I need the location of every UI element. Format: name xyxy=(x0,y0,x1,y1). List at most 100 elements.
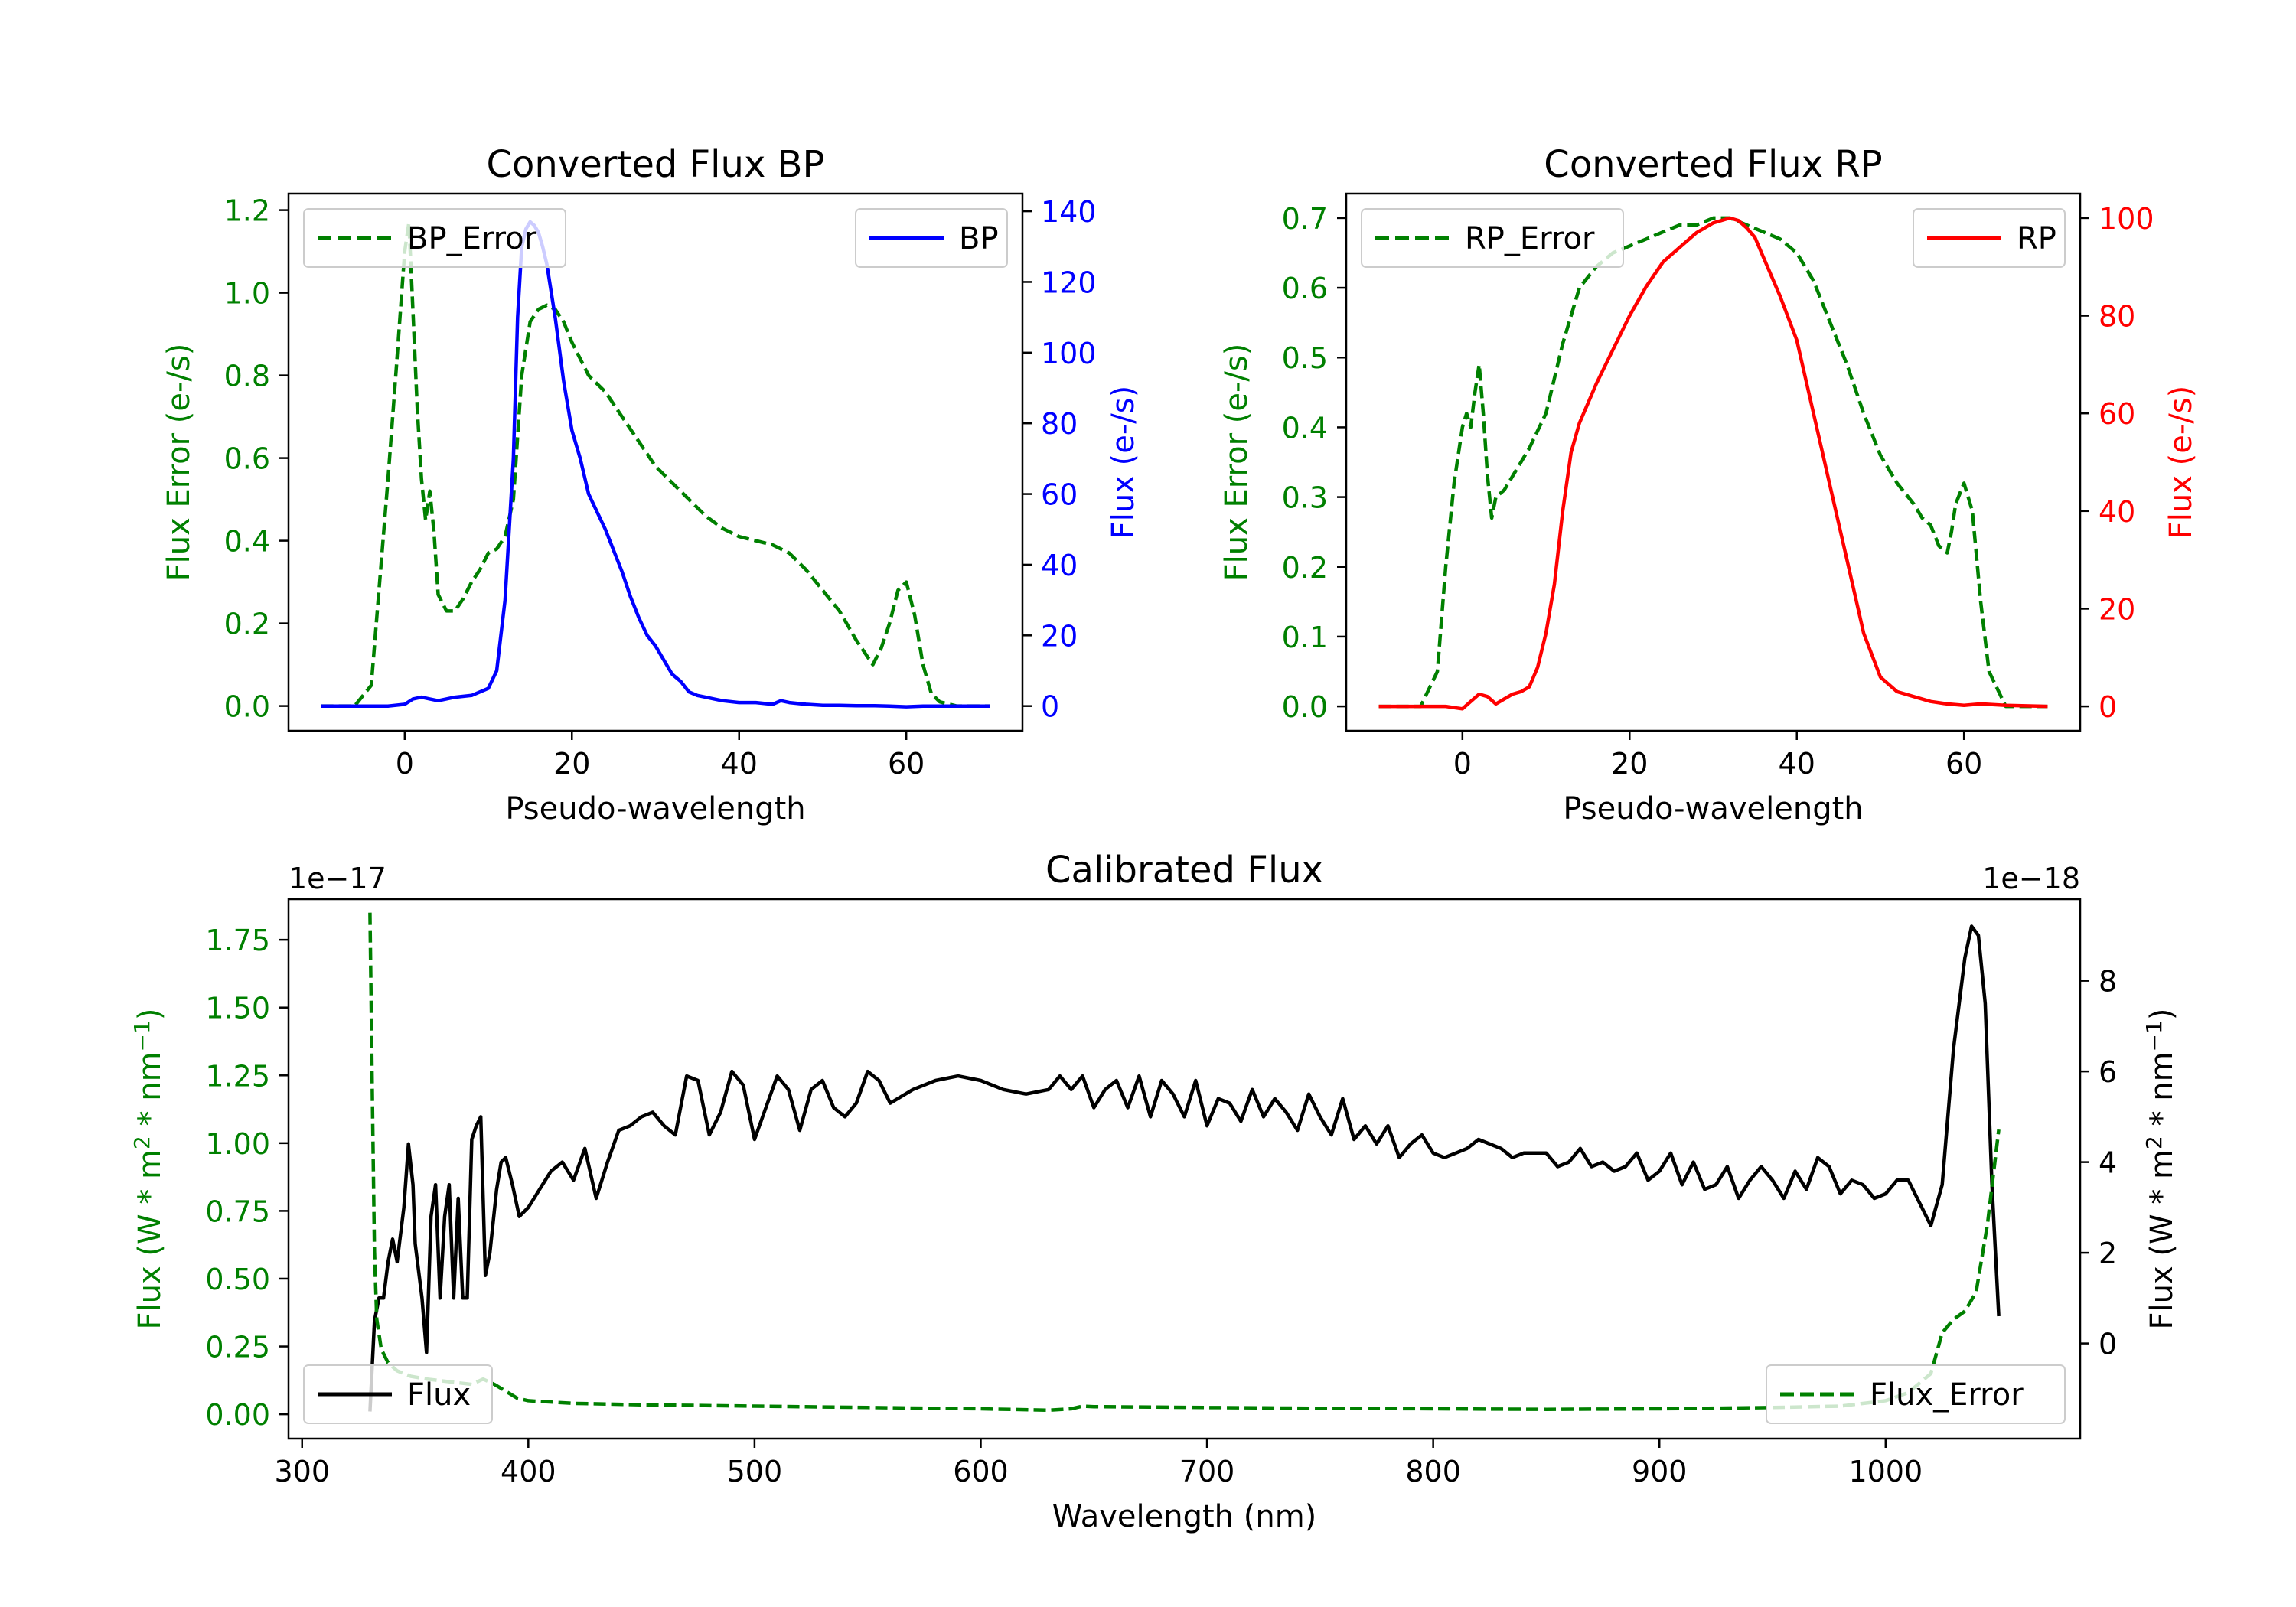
y-right-tick-label: 2 xyxy=(2099,1237,2117,1270)
y-right-tick-label: 0 xyxy=(2099,690,2117,724)
x-tick-label: 600 xyxy=(953,1455,1009,1488)
y-left-tick-label: 0.4 xyxy=(1282,411,1328,445)
y-left-tick-label: 0.6 xyxy=(1282,272,1328,305)
y-right-tick-label: 60 xyxy=(2099,397,2135,431)
y-right-tick-label: 100 xyxy=(2099,202,2154,236)
y-right-tick-label: 80 xyxy=(1041,407,1078,441)
y-right-tick-label: 0 xyxy=(1041,690,1059,724)
x-tick-label: 500 xyxy=(727,1455,783,1488)
axes-frame-cal xyxy=(287,898,2082,1440)
series-line-flux-error xyxy=(368,912,2001,1413)
chart-title: Converted Flux RP xyxy=(1544,143,1882,186)
y-left-tick-label: 0.8 xyxy=(224,360,270,393)
x-tick-label: 800 xyxy=(1405,1455,1461,1488)
series-line-rp xyxy=(1378,216,2048,711)
x-tick-label: 400 xyxy=(501,1455,556,1488)
y-right-tick-label: 8 xyxy=(2099,965,2117,999)
legend-flux-error-label: Flux_Error xyxy=(1870,1377,2024,1413)
y-left-tick-label: 0.0 xyxy=(1282,690,1328,724)
y-left-tick-label: 0.50 xyxy=(205,1263,270,1296)
y-left-tick-label: 0.1 xyxy=(1282,621,1328,654)
y-left-tick-label: 0.3 xyxy=(1282,481,1328,515)
y-left-tick-label: 1.0 xyxy=(224,277,270,311)
legend-flux-error-frame xyxy=(1766,1364,2066,1424)
y-left-tick-label: 0.75 xyxy=(205,1195,270,1228)
x-tick-label: 900 xyxy=(1632,1455,1688,1488)
y-right-tick-label: 20 xyxy=(2099,592,2135,626)
y-left-tick-label: 1.75 xyxy=(205,924,270,957)
legend-rp-error-label: RP_Error xyxy=(1465,221,1595,256)
x-tick-label: 60 xyxy=(888,747,925,781)
y-right-axis-label: Flux (e-/s) xyxy=(2164,386,2199,539)
y-left-tick-label: 0.2 xyxy=(224,608,270,641)
x-axis-label: Wavelength (nm) xyxy=(1052,1499,1317,1534)
x-axis-label: Pseudo-wavelength xyxy=(505,791,805,826)
y-right-tick-label: 60 xyxy=(1041,478,1078,512)
x-tick-label: 300 xyxy=(274,1455,330,1488)
chart-title: Calibrated Flux xyxy=(1045,849,1323,892)
y-right-tick-label: 20 xyxy=(1041,619,1078,653)
y-left-tick-label: 0.2 xyxy=(1282,551,1328,585)
series-line-flux xyxy=(368,924,2001,1412)
y-left-tick-label: 1.50 xyxy=(205,992,270,1025)
y-left-axis-label: Flux (W * m2 * nm−1) xyxy=(129,1009,168,1330)
y-right-axis-label: Flux (e-/s) xyxy=(1106,386,1141,539)
legend-flux: Flux xyxy=(303,1364,493,1424)
y-right-tick-label: 120 xyxy=(1041,266,1097,299)
x-tick-label: 20 xyxy=(553,747,590,781)
chart-cal: 300 400 500 600 700 800 900 1000 0.00 0.25 0.50 0.7… xyxy=(129,849,2180,1534)
series-line-bp xyxy=(321,220,990,709)
legend-rp-label: RP xyxy=(2017,221,2056,256)
x-tick-label: 40 xyxy=(1779,747,1815,781)
axes-frame-bp xyxy=(287,192,1024,732)
y-right-tick-label: 40 xyxy=(2099,495,2135,529)
y-right-tick-label: 0 xyxy=(2099,1328,2117,1361)
y-left-axis-label: Flux Error (e-/s) xyxy=(1219,344,1254,582)
x-tick-label: 20 xyxy=(1611,747,1648,781)
y-right-axis-label: Flux (W * m2 * nm−1) xyxy=(2141,1009,2180,1330)
x-tick-label: 1000 xyxy=(1848,1455,1923,1488)
legend-bp-label: BP xyxy=(959,221,999,256)
legend-bp-error-label: BP_Error xyxy=(407,221,537,256)
legend-rp: RP xyxy=(1913,208,2066,268)
y-left-tick-label: 1.00 xyxy=(205,1127,270,1161)
y-right-tick-label: 100 xyxy=(1041,337,1097,370)
legend-rp-error-frame xyxy=(1361,208,1624,268)
offset-right-text: 1e−18 xyxy=(1982,862,2080,895)
chart-bp: 0 20 40 60 0.0 0.2 0.4 0.6 0.8 1.0 1.2 0 20 40 60 80 100… xyxy=(161,143,1141,826)
y-left-tick-label: 0.5 xyxy=(1282,341,1328,375)
y-right-tick-label: 80 xyxy=(2099,300,2135,334)
series-line-rp-error xyxy=(1378,216,2048,709)
x-tick-label: 0 xyxy=(1453,747,1472,781)
chart-title: Converted Flux BP xyxy=(487,143,825,186)
legend-rp-error: RP_Error xyxy=(1361,208,1624,268)
axes-frame-rp xyxy=(1345,192,2082,732)
y-left-tick-label: 0.4 xyxy=(224,525,270,559)
legend-bp-error: BP_Error xyxy=(303,208,566,268)
y-left-tick-label: 1.2 xyxy=(224,194,270,228)
y-left-tick-label: 0.0 xyxy=(224,690,270,724)
x-axis-label: Pseudo-wavelength xyxy=(1563,791,1863,826)
x-tick-label: 0 xyxy=(396,747,414,781)
y-right-tick-label: 6 xyxy=(2099,1055,2117,1089)
x-tick-label: 700 xyxy=(1179,1455,1235,1488)
x-tick-label: 60 xyxy=(1945,747,1982,781)
y-right-tick-label: 4 xyxy=(2099,1146,2117,1180)
x-tick-label: 40 xyxy=(721,747,758,781)
y-left-axis-label: Flux Error (e-/s) xyxy=(161,344,197,582)
legend-bp: BP xyxy=(855,208,1008,268)
legend-bp-error-frame xyxy=(303,208,566,268)
y-left-tick-label: 0.25 xyxy=(205,1331,270,1364)
y-left-tick-label: 0.7 xyxy=(1282,202,1328,236)
y-right-tick-label: 40 xyxy=(1041,549,1078,582)
offset-left-text: 1e−17 xyxy=(289,862,386,895)
legend-flux-label: Flux xyxy=(407,1377,471,1413)
y-left-tick-label: 0.00 xyxy=(205,1398,270,1432)
y-left-tick-label: 0.6 xyxy=(224,442,270,476)
y-right-tick-label: 140 xyxy=(1041,195,1097,229)
legend-flux-error: Flux_Error xyxy=(1766,1364,2066,1424)
series-line-bp-error xyxy=(321,220,990,708)
legend-flux-frame xyxy=(303,1364,493,1424)
chart-rp: 0 20 40 60 0.0 0.1 0.2 0.3 0.4 0.5 0.6 0.7 0 20 40 60 80… xyxy=(1219,143,2199,826)
